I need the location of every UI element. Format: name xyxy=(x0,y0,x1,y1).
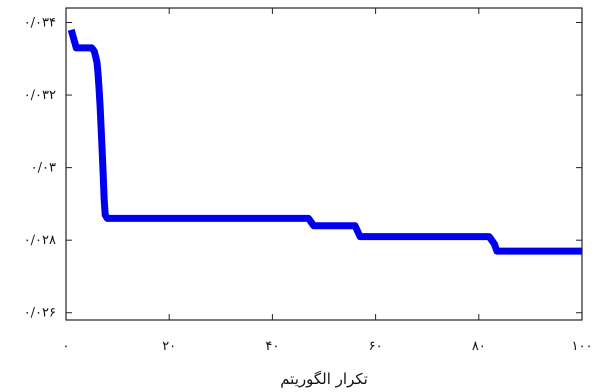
plot-frame xyxy=(65,7,583,321)
y-tick-label: ۰/۰۲۶ xyxy=(24,306,56,321)
y-tick-label: ۰/۰۲۸ xyxy=(24,233,56,248)
data-series xyxy=(67,28,582,255)
x-tick-label: ۱۰۰ xyxy=(572,339,593,354)
tick-labels: ۰ ۲۰ ۴۰ ۶۰ ۸۰ ۱۰۰ ۰/۰۲۶ ۰/۰۲۸ ۰/۰۳ ۰/۰۳۲ ۰/۰۳۴ xyxy=(24,16,593,354)
y-tick-label: ۰/۰۳۴ xyxy=(24,16,56,31)
x-tick-label: ۲۰ xyxy=(162,339,176,354)
series-line xyxy=(67,28,582,255)
x-tick-label: ۶۰ xyxy=(369,339,383,354)
x-tick-label: ۸۰ xyxy=(472,339,486,354)
x-tick-label: ۰ xyxy=(63,339,70,354)
y-tick-label: ۰/۰۳ xyxy=(31,161,56,176)
x-axis-title: تکرار الگوریتم xyxy=(280,370,368,388)
x-tick-label: ۴۰ xyxy=(265,339,279,354)
tick-marks xyxy=(65,8,583,320)
y-tick-label: ۰/۰۳۲ xyxy=(24,88,56,103)
